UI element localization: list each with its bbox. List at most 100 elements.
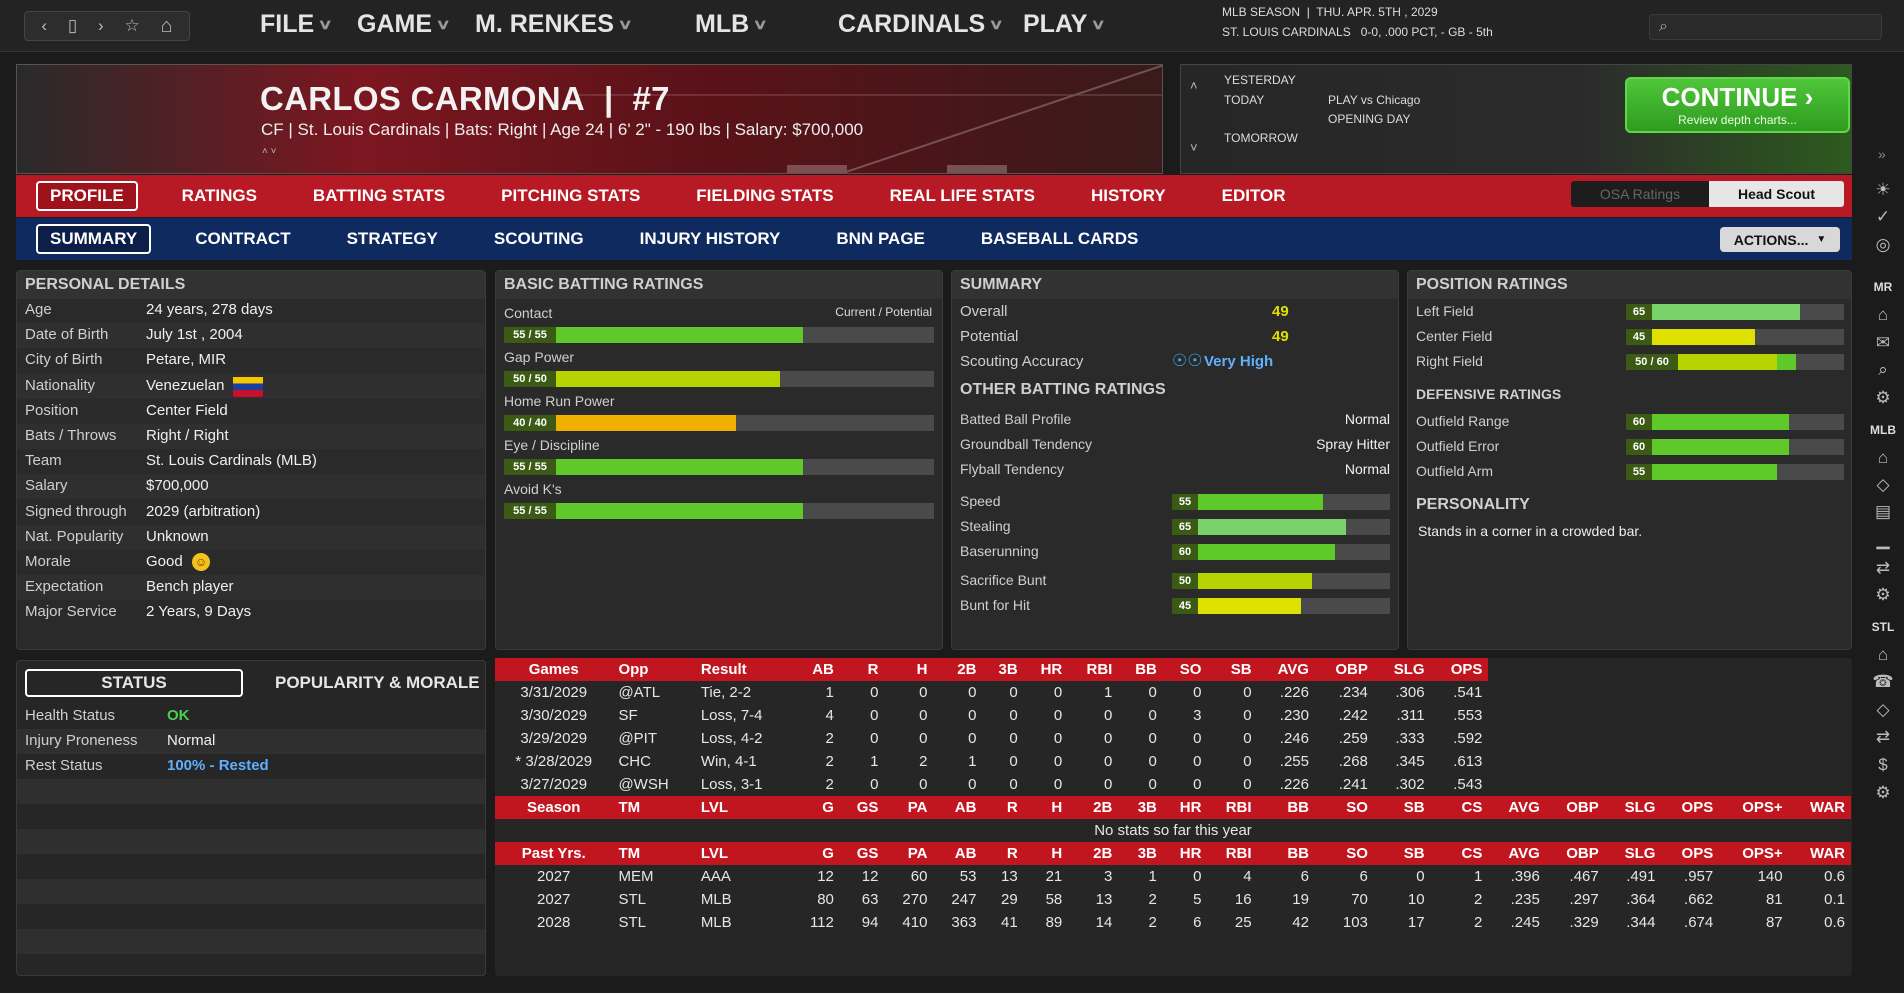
detail-value: July 1st , 2004 <box>146 326 243 344</box>
speed-label: Baserunning <box>960 543 1039 559</box>
transfer-icon[interactable]: ⇄ <box>1875 727 1891 746</box>
rating-bar: 55 / 55 <box>504 459 934 475</box>
menu-file[interactable]: FILE ∨ <box>260 10 333 39</box>
table-cell[interactable]: Games <box>528 661 579 678</box>
tab-popularity-morale[interactable]: POPULARITY & MORALE <box>275 673 480 692</box>
subtab-contract[interactable]: CONTRACT <box>195 229 291 248</box>
search-input[interactable]: ⌕ <box>1649 14 1882 40</box>
chevron-up-icon[interactable]: ˄ <box>1190 78 1198 93</box>
forward-icon[interactable]: › <box>97 16 104 35</box>
dollar-icon[interactable]: $ <box>1878 755 1888 774</box>
table-cell: CS <box>1461 845 1483 862</box>
table-cell: 2B <box>1093 799 1113 816</box>
globe-icon[interactable]: ◎ <box>1875 235 1891 254</box>
tab-fielding-stats[interactable]: FIELDING STATS <box>696 186 834 205</box>
checkmark-icon[interactable]: ✓ <box>1875 207 1891 226</box>
rating-bar-fill <box>1172 544 1335 560</box>
osa-ratings-toggle[interactable]: OSA Ratings <box>1571 181 1709 207</box>
secondary-tabs: SUMMARY CONTRACT STRATEGY SCOUTING INJURY HI… <box>16 218 1852 260</box>
menu-play[interactable]: PLAY ∨ <box>1023 10 1107 39</box>
table-cell: Tie, 2-2 <box>700 684 752 701</box>
home-icon[interactable]: ⌂ <box>1877 645 1889 664</box>
search-icon[interactable]: ⌕ <box>1878 360 1888 379</box>
table-cell: 0 <box>919 776 928 793</box>
tab-ratings[interactable]: RATINGS <box>181 186 257 205</box>
home-icon[interactable]: ⌂ <box>1877 305 1889 324</box>
continue-button[interactable]: CONTINUE › Review depth charts... <box>1625 77 1850 133</box>
subtab-scouting[interactable]: SCOUTING <box>493 229 584 248</box>
subtab-strategy[interactable]: STRATEGY <box>346 229 438 248</box>
table-cell: 1 <box>870 753 879 770</box>
card-icon[interactable]: ▤ <box>1874 502 1892 521</box>
table-cell: 13 <box>1001 868 1018 885</box>
table-cell: 58 <box>1045 891 1063 908</box>
phone-icon[interactable]: ☎ <box>1872 672 1894 691</box>
table-cell: STL <box>618 914 646 931</box>
subtab-bnn-page[interactable]: BNN PAGE <box>836 229 925 248</box>
tab-real-life-stats[interactable]: REAL LIFE STATS <box>889 186 1036 205</box>
table-cell: 3B <box>1137 845 1157 862</box>
rating-bar-fill <box>504 327 803 343</box>
rating-bar: 60 <box>1626 439 1844 455</box>
table-cell: .467 <box>1569 868 1599 885</box>
chevron-down-icon[interactable]: ˅ <box>1190 140 1198 155</box>
head-scout-toggle[interactable]: Head Scout <box>1709 181 1844 207</box>
team-line: ST. LOUIS CARDINALS <box>1222 25 1351 39</box>
actions-dropdown[interactable]: ACTIONS... ▼ <box>1720 227 1840 252</box>
subtab-summary[interactable]: SUMMARY <box>36 224 152 254</box>
chevron-down-icon: ▼ <box>1816 234 1827 245</box>
menu-mlb[interactable]: MLB ∨ <box>695 10 768 39</box>
diamond-icon[interactable]: ◇ <box>1876 475 1890 494</box>
tab-batting-stats[interactable]: BATTING STATS <box>312 186 446 205</box>
player-nav-arrows[interactable]: ˄ ˅ <box>262 146 277 157</box>
home-icon[interactable]: ⌂ <box>1877 448 1889 467</box>
transfer-icon[interactable]: ⇄ <box>1875 558 1891 577</box>
diamond-icon[interactable]: ◇ <box>1876 700 1890 719</box>
gear-icon[interactable]: ⚙ <box>1875 783 1891 802</box>
home-icon[interactable]: ⌂ <box>160 14 173 37</box>
lightbulb-icon[interactable]: ☀ <box>1875 180 1891 199</box>
chevron-down-icon: ∨ <box>1090 16 1107 32</box>
table-cell: 3 <box>1104 868 1113 885</box>
table-cell: 0 <box>1009 730 1018 747</box>
tab-editor[interactable]: EDITOR <box>1221 186 1286 205</box>
detail-label: Age <box>25 301 52 318</box>
menu-cardinals[interactable]: CARDINALS ∨ <box>838 10 1004 39</box>
table-cell: 0 <box>968 707 977 724</box>
detail-label: City of Birth <box>25 351 103 369</box>
star-icon[interactable]: ☆ <box>124 16 140 35</box>
gear-icon[interactable]: ⚙ <box>1875 585 1891 604</box>
table-cell: OPS+ <box>1742 799 1783 816</box>
chart-icon[interactable]: ▁ <box>1876 530 1890 549</box>
table-cell: 0 <box>1193 684 1202 701</box>
tab-status[interactable]: STATUS <box>25 669 243 697</box>
profile-label: Groundball Tendency <box>960 436 1093 452</box>
table-cell: HR <box>1179 799 1202 816</box>
table-cell: * 3/28/2029 <box>515 753 593 770</box>
position-ratings-panel: POSITION RATINGS Left Field 65 Center Fiel… <box>1407 270 1852 650</box>
table-cell: @PIT <box>618 730 658 747</box>
table-cell: SO <box>1346 845 1368 862</box>
personality-text: Stands in a corner in a crowded bar. <box>1418 523 1643 539</box>
table-cell: 81 <box>1765 891 1783 908</box>
today-game[interactable]: PLAY vs Chicago <box>1328 93 1421 107</box>
overall-label: Overall <box>960 303 1008 320</box>
table-cell: AB <box>954 845 977 862</box>
menu-label: MLB <box>695 10 750 38</box>
subtab-baseball-cards[interactable]: BASEBALL CARDS <box>980 229 1139 248</box>
tab-profile[interactable]: PROFILE <box>36 181 138 211</box>
table-cell: SO <box>1346 799 1368 816</box>
table-cell: MLB <box>700 914 732 931</box>
tab-history[interactable]: HISTORY <box>1091 186 1166 205</box>
menu-game[interactable]: GAME ∨ <box>357 10 451 39</box>
menu-m-renkes[interactable]: M. RENKES ∨ <box>475 10 633 39</box>
copy-icon[interactable]: ▯ <box>67 16 78 35</box>
expand-icon[interactable]: » <box>1878 146 1886 162</box>
table-cell: AB <box>812 661 834 678</box>
tab-pitching-stats[interactable]: PITCHING STATS <box>501 186 641 205</box>
mail-icon[interactable]: ✉ <box>1875 333 1891 352</box>
back-icon[interactable]: ‹ <box>41 16 48 35</box>
gear-icon[interactable]: ⚙ <box>1875 388 1891 407</box>
subtab-injury-history[interactable]: INJURY HISTORY <box>639 229 781 248</box>
table-cell: 0 <box>1053 684 1063 701</box>
